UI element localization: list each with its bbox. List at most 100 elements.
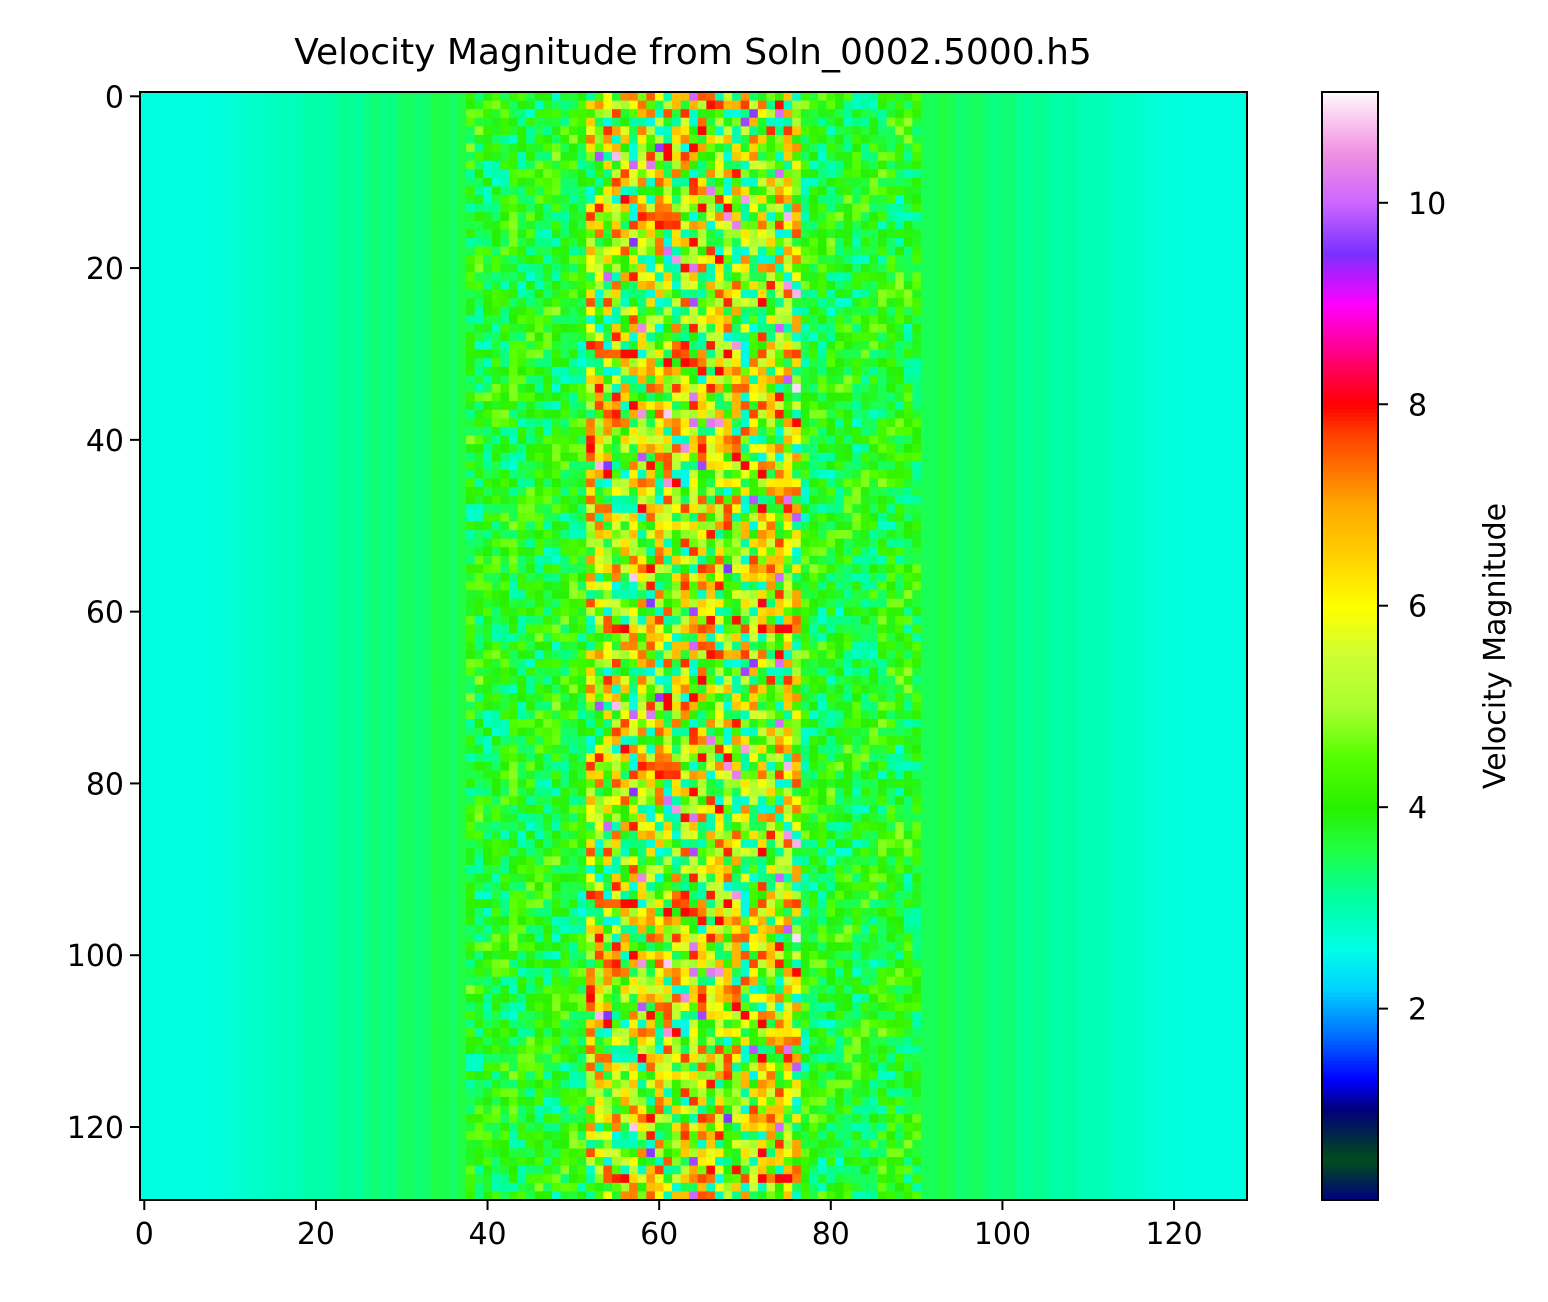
heatmap-cell (1006, 306, 1016, 316)
heatmap-cell (929, 169, 939, 179)
heatmap-cell (251, 117, 261, 127)
heatmap-cell (929, 384, 939, 394)
heatmap-cell (740, 160, 750, 170)
heatmap-cell (509, 375, 519, 385)
heatmap-cell (654, 92, 665, 102)
heatmap-cell (483, 212, 493, 222)
heatmap-cell (817, 263, 828, 273)
heatmap-cell (817, 366, 828, 377)
heatmap-cell (1075, 323, 1085, 334)
heatmap-cell (1186, 238, 1197, 248)
heatmap-cell (972, 272, 982, 282)
heatmap-cell (517, 160, 527, 170)
heatmap-cell (303, 246, 313, 256)
heatmap-cell (1178, 358, 1188, 368)
heatmap-cell (509, 315, 519, 325)
heatmap-cell (1169, 220, 1179, 231)
heatmap-cell (1058, 298, 1068, 308)
heatmap-cell (1238, 229, 1248, 239)
heatmap-cell (483, 366, 493, 377)
heatmap-cell (1221, 100, 1231, 110)
heatmap-cell (989, 349, 999, 359)
heatmap-cell (1075, 152, 1085, 162)
heatmap-cell (380, 117, 390, 127)
heatmap-cell (980, 134, 991, 145)
heatmap-cell (491, 384, 502, 394)
heatmap-cell (242, 366, 253, 377)
heatmap-cell (629, 169, 639, 179)
heatmap-cell (388, 272, 399, 282)
heatmap-cell (140, 255, 150, 265)
heatmap-cell (388, 298, 399, 308)
heatmap-cell (268, 117, 278, 127)
heatmap-cell (191, 280, 201, 291)
heatmap-cell (783, 306, 793, 316)
heatmap-cell (208, 177, 218, 188)
heatmap-cell (680, 92, 690, 102)
heatmap-cell (560, 177, 570, 188)
heatmap-cell (440, 117, 450, 127)
heatmap-cell (311, 392, 321, 402)
heatmap-cell (611, 126, 622, 136)
heatmap-cell (1169, 289, 1179, 299)
heatmap-cell (543, 375, 553, 385)
heatmap-cell (543, 280, 553, 291)
heatmap-cell (938, 401, 948, 411)
heatmap-cell (706, 323, 716, 334)
heatmap-cell (714, 418, 725, 428)
heatmap-cell (980, 152, 991, 162)
heatmap-cell (903, 160, 913, 170)
heatmap-cell (826, 375, 836, 385)
heatmap-cell (388, 358, 399, 368)
heatmap-cell (972, 169, 982, 179)
heatmap-cell (1144, 384, 1154, 394)
heatmap-cell (320, 315, 330, 325)
heatmap-cell (998, 160, 1008, 170)
heatmap-cell (363, 384, 373, 394)
heatmap-cell (1178, 186, 1188, 196)
heatmap-cell (869, 160, 879, 170)
heatmap-cell (363, 409, 373, 419)
heatmap-cell (242, 177, 253, 188)
heatmap-cell (783, 177, 793, 188)
heatmap-cell (534, 349, 544, 359)
heatmap-cell (1023, 392, 1034, 402)
heatmap-cell (912, 186, 922, 196)
heatmap-cell (1229, 117, 1240, 127)
heatmap-cell (457, 246, 467, 256)
heatmap-cell (809, 152, 819, 162)
heatmap-cell (440, 246, 450, 256)
heatmap-cell (363, 143, 373, 153)
heatmap-cell (423, 401, 433, 411)
heatmap-cell (1238, 117, 1248, 127)
heatmap-cell (234, 117, 244, 127)
heatmap-cell (1049, 160, 1059, 170)
heatmap-cell (869, 195, 879, 205)
heatmap-cell (860, 169, 871, 179)
heatmap-cell (1204, 315, 1214, 325)
heatmap-cell (1058, 306, 1068, 316)
heatmap-cell (1023, 358, 1034, 368)
heatmap-cell (457, 306, 467, 316)
heatmap-cell (1075, 169, 1085, 179)
heatmap-cell (234, 366, 244, 377)
heatmap-cell (371, 117, 381, 127)
heatmap-cell (311, 109, 321, 119)
heatmap-cell (946, 186, 956, 196)
heatmap-cell (200, 298, 210, 308)
heatmap-cell (191, 375, 201, 385)
heatmap-cell (1178, 152, 1188, 162)
heatmap-cell (1083, 246, 1094, 256)
heatmap-cell (1212, 160, 1222, 170)
heatmap-cell (406, 409, 416, 419)
heatmap-cell (311, 177, 321, 188)
heatmap-cell (775, 384, 785, 394)
heatmap-cell (363, 100, 373, 110)
heatmap-cell (800, 409, 810, 419)
heatmap-cell (1152, 323, 1162, 334)
heatmap-cell (972, 384, 982, 394)
heatmap-cell (835, 117, 845, 127)
heatmap-cell (431, 246, 441, 256)
heatmap-cell (946, 117, 956, 127)
heatmap-cell (423, 220, 433, 231)
